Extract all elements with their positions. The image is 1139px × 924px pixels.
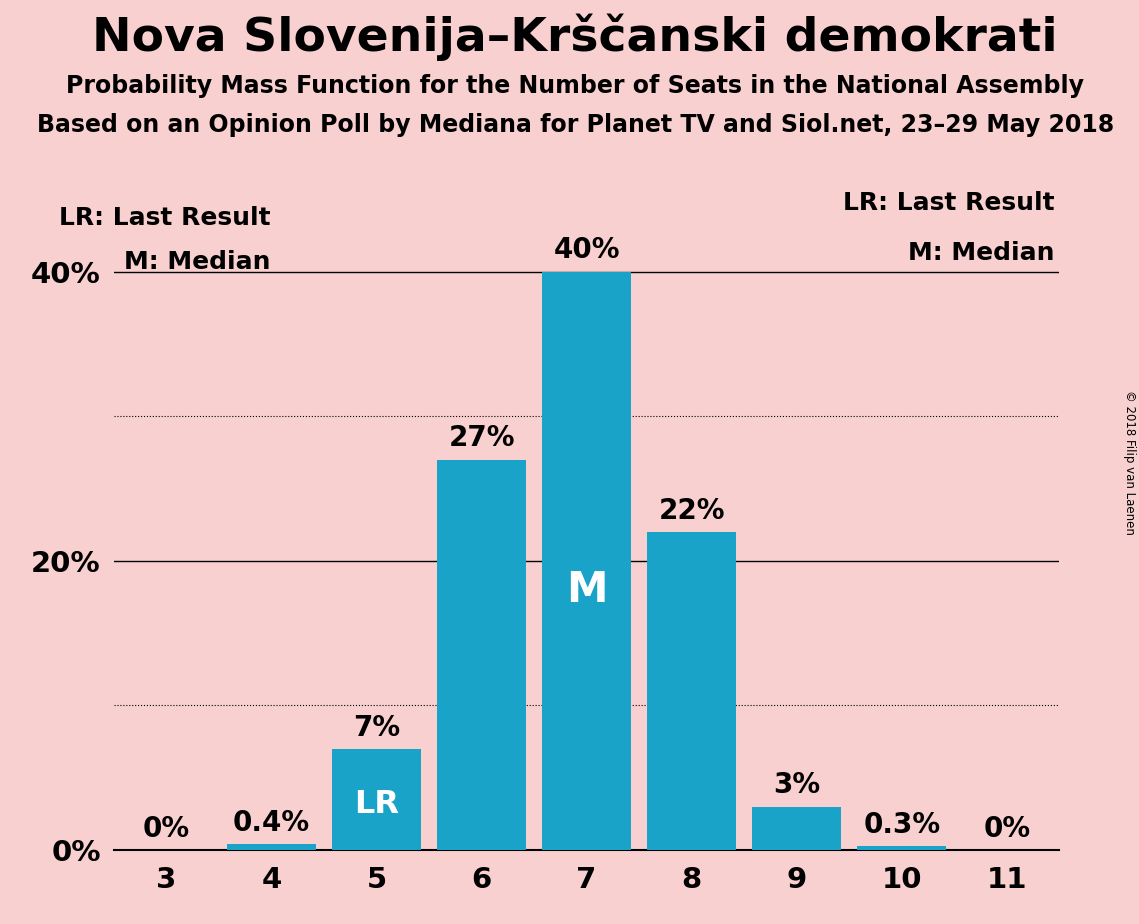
Bar [437,459,526,850]
Text: LR: LR [354,789,399,820]
Text: 27%: 27% [449,424,515,453]
Bar [857,845,947,850]
Text: LR: Last Result: LR: Last Result [843,191,1055,215]
Bar [542,272,631,850]
Text: Probability Mass Function for the Number of Seats in the National Assembly: Probability Mass Function for the Number… [66,74,1084,98]
Bar [647,532,736,850]
Text: 0%: 0% [142,815,190,843]
Text: 0.3%: 0.3% [863,810,941,838]
Text: 3%: 3% [773,772,820,799]
Text: M: Median: M: Median [908,241,1055,265]
Bar [227,845,317,850]
Text: LR: Last Result: LR: Last Result [59,206,271,230]
Text: 40%: 40% [554,237,620,264]
Bar [331,748,421,850]
Bar [752,807,842,850]
Text: © 2018 Filip van Laenen: © 2018 Filip van Laenen [1123,390,1137,534]
Text: M: Median: M: Median [124,249,271,274]
Text: 22%: 22% [658,497,724,525]
Text: 0%: 0% [983,815,1031,843]
Text: 0.4%: 0.4% [232,809,310,837]
Text: Nova Slovenija–Krščanski demokrati: Nova Slovenija–Krščanski demokrati [92,14,1058,61]
Text: Based on an Opinion Poll by Mediana for Planet TV and Siol.net, 23–29 May 2018: Based on an Opinion Poll by Mediana for … [36,113,1114,137]
Text: M: M [566,569,607,611]
Text: 7%: 7% [353,713,400,742]
